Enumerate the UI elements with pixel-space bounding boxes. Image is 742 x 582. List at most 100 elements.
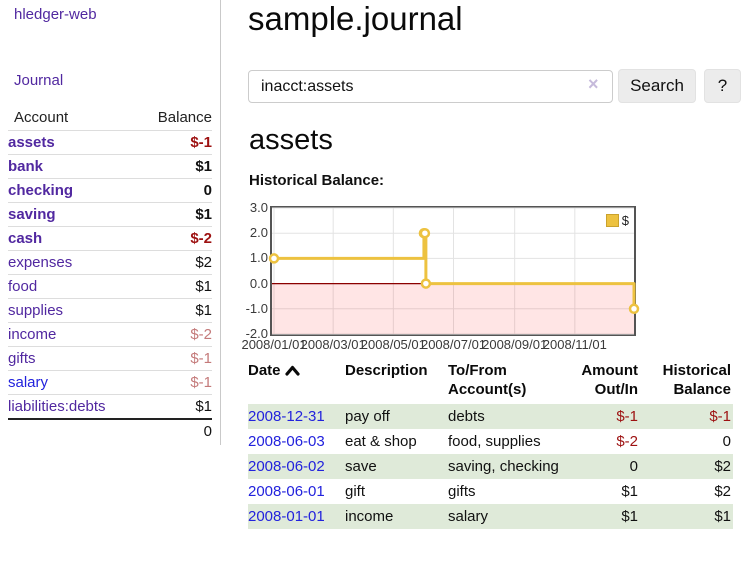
total-balance: 0 <box>139 417 212 443</box>
transaction-amount: $1 <box>621 483 638 500</box>
account-row: gifts $-1 <box>8 346 212 371</box>
transaction-balance: 0 <box>722 433 731 450</box>
transaction-accounts: salary <box>448 504 578 529</box>
transaction-balance: $1 <box>640 504 733 529</box>
account-total-row: 0 <box>8 417 212 443</box>
account-balance: $1 <box>139 298 212 323</box>
transaction-row: 2008-06-03 eat & shop food, supplies $-2… <box>248 429 733 454</box>
sort-by-date-header[interactable]: Date <box>248 360 345 404</box>
account-link-supplies[interactable]: supplies <box>8 301 64 319</box>
transaction-date-link[interactable]: 2008-06-03 <box>248 433 325 450</box>
y-tick-label: -1.0 <box>245 300 268 316</box>
account-heading: assets <box>249 124 333 156</box>
transaction-balance: $2 <box>714 483 731 500</box>
register-header-row: Date Description To/From Account(s) Amou… <box>248 360 733 404</box>
account-column-header: Account <box>8 106 140 131</box>
account-link-income[interactable]: income <box>8 325 57 343</box>
transaction-row: 2008-06-01 gift gifts $1 $2 <box>248 479 733 504</box>
sort-ascending-icon <box>284 365 300 376</box>
account-balance: $1 <box>139 394 212 419</box>
clear-search-icon[interactable]: × <box>588 74 599 94</box>
legend-label: $ <box>621 213 629 228</box>
transaction-date-link[interactable]: 2008-12-31 <box>248 408 325 425</box>
account-link-saving[interactable]: saving <box>8 205 56 223</box>
account-balance: $1 <box>139 154 212 179</box>
chart-title: Historical Balance: <box>249 172 385 189</box>
transaction-date-link[interactable]: 2008-06-01 <box>248 483 325 500</box>
transaction-row: 2008-01-01 income salary $1 $1 <box>248 504 733 529</box>
x-tick-label: 2008/07/01 <box>420 337 487 352</box>
transaction-description: pay off <box>345 404 448 429</box>
x-tick-label: 2008/05/01 <box>360 337 426 352</box>
chart-canvas <box>268 207 640 335</box>
account-row: saving $1 <box>8 202 212 227</box>
account-link-liabilities-debts[interactable]: liabilities:debts <box>8 397 106 415</box>
sidebar-divider <box>220 0 221 445</box>
search-button[interactable]: Search <box>618 69 696 103</box>
transaction-accounts: gifts <box>448 483 476 500</box>
account-link-food[interactable]: food <box>8 277 38 295</box>
account-link-expenses[interactable]: expenses <box>8 253 73 271</box>
register-table: Date Description To/From Account(s) Amou… <box>248 360 733 529</box>
account-balance: $-2 <box>139 322 212 347</box>
account-balance: $1 <box>139 202 212 227</box>
help-button[interactable]: ? <box>704 69 741 103</box>
transaction-date-link[interactable]: 2008-01-01 <box>248 508 325 525</box>
account-tree: Account Balance assets $-1 bank $1 checkin… <box>8 106 212 443</box>
x-tick-label: 2008/03/01 <box>300 337 366 352</box>
account-link-bank[interactable]: bank <box>8 157 44 175</box>
historical-balance-chart: $ <box>268 206 640 336</box>
account-balance: $-1 <box>139 370 212 395</box>
page-title: sample.journal <box>248 0 463 37</box>
sidebar-item-journal[interactable]: Journal <box>14 72 64 89</box>
account-link-assets[interactable]: assets <box>8 133 55 151</box>
tofrom-header: To/From Account(s) <box>448 362 527 398</box>
account-link-cash[interactable]: cash <box>8 229 43 247</box>
account-balance: $-1 <box>139 346 212 371</box>
x-tick-label: 2008/09/01 <box>482 337 548 352</box>
account-row: liabilities:debts $1 <box>8 394 212 419</box>
amount-header: Amount Out/In <box>581 362 638 398</box>
account-balance: 0 <box>139 178 212 203</box>
balance-header: Historical Balance <box>662 362 731 398</box>
balance-column-header: Balance <box>139 106 212 131</box>
account-row: assets $-1 <box>8 130 212 155</box>
transaction-row: 2008-12-31 pay off debts $-1 $-1 <box>248 404 733 429</box>
transaction-amount: $1 <box>578 504 640 529</box>
account-balance: $1 <box>139 274 212 299</box>
chart-legend: $ <box>603 212 631 229</box>
app-title-link[interactable]: hledger-web <box>14 6 97 23</box>
account-link-checking[interactable]: checking <box>8 181 74 199</box>
description-header: Description <box>345 362 428 379</box>
transaction-accounts: food, supplies <box>448 433 541 450</box>
transaction-accounts: debts <box>448 404 578 429</box>
account-row: expenses $2 <box>8 250 212 275</box>
account-tree-header: Account Balance <box>8 106 212 131</box>
y-tick-label: 1.0 <box>249 250 268 266</box>
account-row: income $-2 <box>8 322 212 347</box>
account-balance: $-1 <box>139 130 212 155</box>
account-row: supplies $1 <box>8 298 212 323</box>
account-row: cash $-2 <box>8 226 212 251</box>
transaction-date-link[interactable]: 2008-06-02 <box>248 458 325 475</box>
account-row: checking 0 <box>8 178 212 203</box>
transaction-description: save <box>345 454 448 479</box>
account-link-salary[interactable]: salary <box>8 373 49 391</box>
transaction-amount: $-1 <box>578 404 640 429</box>
transaction-amount: 0 <box>578 454 640 479</box>
y-tick-label: 0.0 <box>249 275 268 291</box>
x-tick-label: 2008/11/01 <box>542 337 607 352</box>
transaction-description: gift <box>345 483 366 500</box>
transaction-row: 2008-06-02 save saving, checking 0 $2 <box>248 454 733 479</box>
account-balance: $2 <box>139 250 212 275</box>
account-link-gifts[interactable]: gifts <box>8 349 36 367</box>
sidebar: hledger-web Journal Account Balance asse… <box>0 0 220 582</box>
transaction-amount: $-2 <box>616 433 638 450</box>
y-tick-label: 2.0 <box>249 225 268 241</box>
search-input[interactable] <box>248 70 613 103</box>
transaction-accounts: saving, checking <box>448 454 578 479</box>
transaction-description: income <box>345 504 448 529</box>
y-tick-label: 3.0 <box>249 200 268 215</box>
y-tick-label: -2.0 <box>245 326 268 341</box>
account-balance: $-2 <box>139 226 212 251</box>
